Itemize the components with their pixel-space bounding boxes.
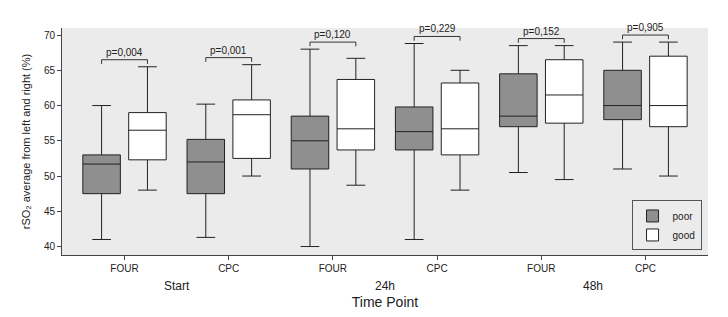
svg-text:Time Point: Time Point	[352, 294, 419, 310]
svg-text:60: 60	[44, 100, 56, 111]
svg-text:FOUR: FOUR	[110, 263, 138, 274]
svg-text:CPC: CPC	[218, 263, 239, 274]
svg-text:50: 50	[44, 171, 56, 182]
svg-text:CPC: CPC	[427, 263, 448, 274]
svg-text:45: 45	[44, 206, 56, 217]
svg-text:p=0,001: p=0,001	[210, 45, 247, 56]
svg-text:p=0,004: p=0,004	[106, 47, 143, 58]
svg-text:rSO₂ average from left and rig: rSO₂ average from left and right (%)	[20, 54, 32, 229]
svg-text:p=0,905: p=0,905	[627, 22, 664, 33]
svg-text:FOUR: FOUR	[319, 263, 347, 274]
svg-text:poor: poor	[673, 211, 694, 222]
svg-text:CPC: CPC	[635, 263, 656, 274]
svg-text:24h: 24h	[375, 279, 395, 293]
svg-text:p=0,229: p=0,229	[419, 23, 456, 34]
svg-text:40: 40	[44, 241, 56, 252]
svg-text:70: 70	[44, 30, 56, 41]
svg-text:Start: Start	[164, 279, 190, 293]
svg-text:p=0,152: p=0,152	[523, 26, 560, 37]
svg-text:65: 65	[44, 65, 56, 76]
svg-text:good: good	[673, 230, 695, 241]
svg-text:FOUR: FOUR	[527, 263, 555, 274]
svg-text:55: 55	[44, 135, 56, 146]
svg-text:p=0,120: p=0,120	[314, 29, 351, 40]
svg-text:48h: 48h	[583, 279, 603, 293]
